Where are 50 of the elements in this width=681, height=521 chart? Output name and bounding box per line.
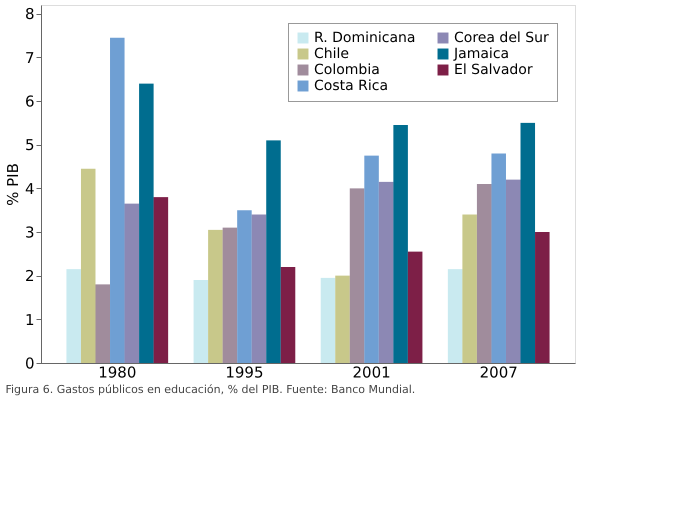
legend-label: Colombia bbox=[314, 62, 380, 78]
bar bbox=[66, 269, 81, 363]
x-tick-label: 2007 bbox=[480, 364, 518, 382]
y-tick-label: 1 bbox=[24, 310, 34, 329]
legend-label: Jamaica bbox=[453, 46, 510, 62]
x-tick-label: 2001 bbox=[352, 364, 391, 382]
legend-label: Corea del Sur bbox=[454, 30, 550, 46]
y-tick-label: 6 bbox=[24, 92, 34, 111]
y-tick-label: 7 bbox=[24, 48, 34, 67]
bar bbox=[335, 276, 350, 363]
y-tick-label: 4 bbox=[24, 180, 34, 198]
bar bbox=[535, 232, 550, 363]
bar bbox=[506, 180, 521, 363]
bar bbox=[378, 182, 394, 363]
legend-label: Chile bbox=[314, 46, 350, 62]
y-tick-label: 3 bbox=[24, 224, 34, 242]
bar bbox=[491, 153, 506, 363]
legend-label: R. Dominicana bbox=[314, 30, 416, 46]
text: Figura 6. Gastos públicos en educación, % del PIB. Fuente: Banco Mundial. bbox=[5, 383, 416, 396]
legend-label: El Salvador bbox=[454, 62, 533, 78]
bar bbox=[80, 168, 96, 363]
legend-label: Costa Rica bbox=[314, 78, 388, 94]
bar bbox=[237, 210, 252, 363]
bar bbox=[124, 204, 140, 363]
y-tick-label: 5 bbox=[24, 136, 34, 154]
bar bbox=[194, 280, 208, 363]
y-tick-label: 8 bbox=[24, 5, 34, 24]
x-tick-label: 1980 bbox=[98, 364, 136, 382]
bar bbox=[252, 214, 266, 363]
bar bbox=[208, 230, 223, 363]
bar bbox=[139, 84, 154, 363]
bar bbox=[350, 188, 364, 363]
bar bbox=[364, 156, 379, 363]
x-tick-label: 1995 bbox=[225, 364, 264, 382]
bar bbox=[266, 140, 281, 363]
bar bbox=[448, 269, 462, 363]
y-tick-label: 2 bbox=[24, 267, 34, 286]
bar bbox=[110, 38, 125, 363]
bar bbox=[280, 266, 296, 363]
bar bbox=[222, 228, 238, 363]
bar bbox=[320, 278, 336, 363]
bar bbox=[95, 284, 110, 363]
y-axis-title: % PIB bbox=[4, 163, 22, 206]
bar bbox=[154, 197, 168, 363]
bar bbox=[520, 122, 536, 363]
bar bbox=[408, 252, 422, 363]
bar bbox=[393, 125, 408, 363]
bar bbox=[462, 214, 477, 363]
bar bbox=[476, 184, 492, 363]
y-tick-label: 0 bbox=[24, 354, 34, 372]
